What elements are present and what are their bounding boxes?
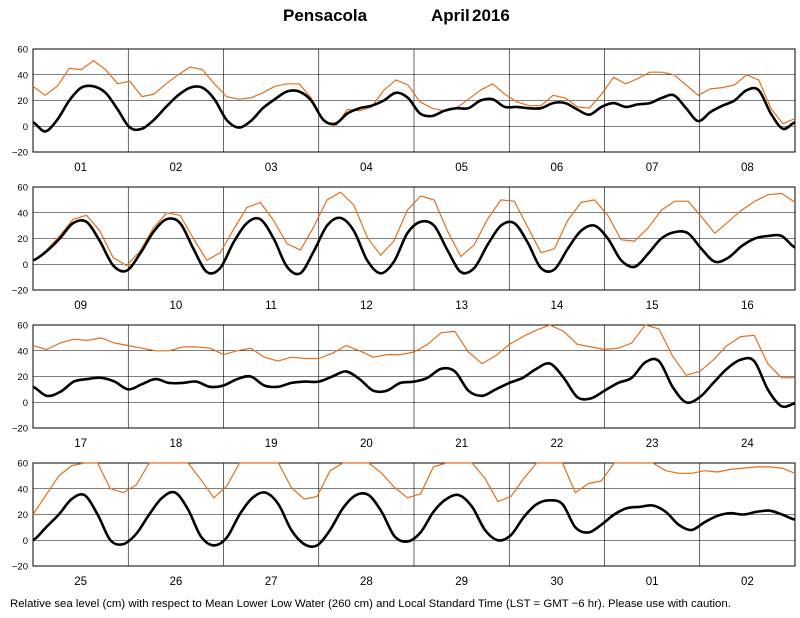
y-tick-label: 40 [17, 484, 28, 495]
title-month: April [431, 6, 470, 25]
day-label: 27 [265, 576, 278, 588]
day-label: 22 [550, 438, 563, 450]
panel-frame [32, 324, 796, 429]
y-tick-label: 0 [23, 536, 28, 547]
day-label: 25 [74, 576, 87, 588]
y-tick-label: 0 [23, 122, 28, 133]
panel-3: 60 40 20 0 −20 17 18 19 20 21 22 23 24 [12, 321, 796, 450]
day-label: 14 [550, 300, 563, 312]
y-tick-label: 60 [17, 321, 28, 332]
day-label: 08 [741, 162, 754, 174]
y-tick-label: 0 [23, 260, 28, 271]
observed-line [32, 191, 796, 267]
y-tick-label: −20 [12, 424, 28, 435]
day-label: 23 [646, 438, 659, 450]
observed-line [32, 462, 796, 515]
predicted-line [32, 356, 796, 409]
day-label: 15 [646, 300, 659, 312]
day-label: 21 [455, 438, 468, 450]
day-label: 20 [360, 438, 373, 450]
y-tick-label: 20 [17, 96, 28, 107]
day-label: 29 [455, 576, 468, 588]
y-tick-label: 40 [17, 346, 28, 357]
day-label: 17 [74, 438, 87, 450]
y-tick-label: 20 [17, 510, 28, 521]
day-label: 19 [265, 438, 278, 450]
predicted-line [32, 84, 796, 133]
day-label: 06 [550, 162, 563, 174]
day-label: 28 [360, 576, 373, 588]
day-label: 01 [74, 162, 87, 174]
chart-title: Pensacola April 2016 [0, 6, 800, 30]
observed-line [32, 324, 795, 379]
y-tick-label: 60 [17, 459, 28, 470]
day-label: 02 [169, 162, 182, 174]
day-label: 09 [74, 300, 87, 312]
predicted-line [32, 490, 796, 549]
day-label: 02 [741, 576, 754, 588]
day-label: 05 [455, 162, 468, 174]
panel-frame [32, 186, 796, 291]
y-tick-label: 20 [17, 372, 28, 383]
day-label: 10 [169, 300, 182, 312]
panel-2: 60 40 20 0 −20 09 10 11 12 13 14 15 16 [12, 183, 796, 312]
day-label: 18 [169, 438, 182, 450]
y-tick-label: 40 [17, 70, 28, 81]
day-label: 24 [741, 438, 754, 450]
y-tick-label: 40 [17, 208, 28, 219]
panel-1: 60 40 20 0 −20 01 02 03 04 05 06 07 08 [12, 45, 796, 174]
day-label: 11 [265, 300, 277, 312]
y-tick-label: −20 [12, 286, 28, 297]
footnote: Relative sea level (cm) with respect to … [10, 598, 731, 610]
y-tick-label: 20 [17, 234, 28, 245]
day-label: 12 [360, 300, 373, 312]
day-label: 26 [169, 576, 182, 588]
title-station: Pensacola [283, 6, 368, 25]
y-tick-label: −20 [12, 148, 28, 159]
day-label: 13 [455, 300, 468, 312]
y-tick-label: 60 [17, 45, 28, 56]
title-year: 2016 [472, 6, 510, 25]
y-tick-label: −20 [12, 562, 28, 573]
y-tick-label: 0 [23, 398, 28, 409]
day-label: 04 [360, 162, 373, 174]
predicted-line [32, 216, 796, 276]
y-tick-label: 60 [17, 183, 28, 194]
panel-4: 60 40 20 0 −20 25 26 27 28 29 30 01 02 [12, 459, 796, 588]
observed-line [32, 60, 796, 127]
day-label: 03 [265, 162, 278, 174]
panel-frame [32, 48, 796, 153]
day-label: 07 [646, 162, 659, 174]
day-label: 16 [741, 300, 754, 312]
day-label: 30 [550, 576, 563, 588]
day-label: 01 [646, 576, 659, 588]
